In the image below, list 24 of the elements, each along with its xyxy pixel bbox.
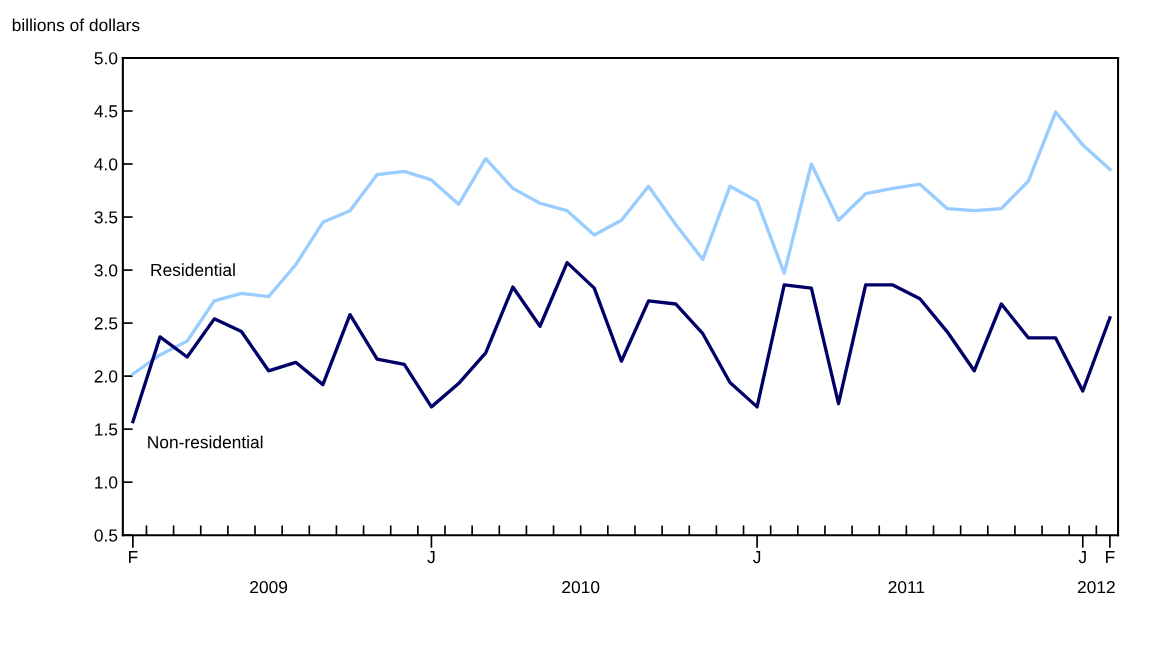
y-tick-label: 5.0 — [94, 52, 118, 65]
series-label: Residential — [151, 263, 235, 277]
y-tick-label: 2.5 — [94, 317, 118, 330]
x-tick-label: J — [753, 551, 761, 564]
y-tick-label: 1.0 — [95, 476, 118, 489]
series-label: Non-residential — [148, 435, 263, 449]
x-tick-label: F — [1106, 551, 1115, 564]
text: 2009 — [250, 580, 288, 594]
x-tick-label: J — [1078, 551, 1086, 564]
text: 2012 — [1077, 580, 1115, 594]
y-tick-label: 3.0 — [94, 264, 118, 277]
y-tick-label: 3.5 — [94, 211, 118, 224]
y-tick-label: 0.5 — [94, 529, 118, 542]
text: 2010 — [562, 580, 600, 594]
y-axis-title: billions of dollars — [12, 18, 140, 32]
text: 2011 — [888, 580, 925, 594]
x-tick-label: F — [129, 551, 138, 564]
y-tick-label: 4.5 — [94, 105, 118, 118]
x-tick-label: J — [427, 551, 435, 564]
line-series — [131, 260, 1112, 424]
y-tick-label: 2.0 — [94, 370, 118, 383]
line-series — [131, 110, 1112, 376]
y-tick-label: 4.0 — [94, 158, 118, 171]
y-tick-label: 1.5 — [95, 423, 118, 436]
